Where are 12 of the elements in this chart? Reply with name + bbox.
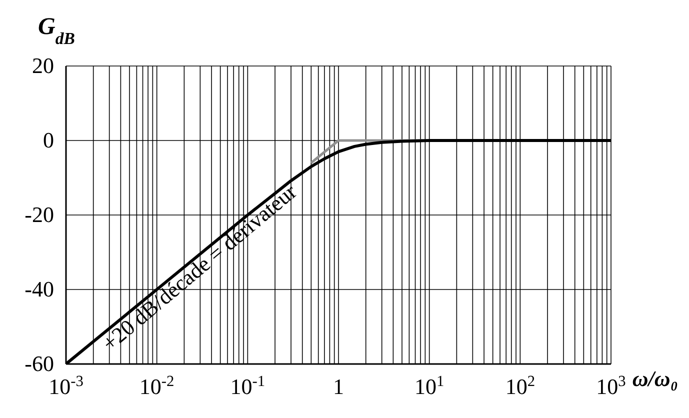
x-tick-label: 1 (333, 374, 344, 399)
x-tick-label: 10$^{1}$ (414, 372, 444, 399)
y-tick-label: 0 (43, 128, 54, 152)
y-tick-label: -20 (24, 202, 54, 227)
x-tick-label: 10$^{-1}$ (230, 372, 266, 399)
y-axis-title: G$_{dB}$ (38, 14, 75, 48)
x-tick-label: 10$^{-2}$ (139, 372, 174, 399)
x-tick-label: 10$^{2}$ (505, 372, 536, 399)
x-axis-title: ω/ω₀ (632, 366, 678, 391)
x-tick-label: 10$^{3}$ (596, 372, 626, 399)
y-tick-label: -40 (24, 276, 54, 302)
y-tick-label: 20 (32, 53, 54, 78)
